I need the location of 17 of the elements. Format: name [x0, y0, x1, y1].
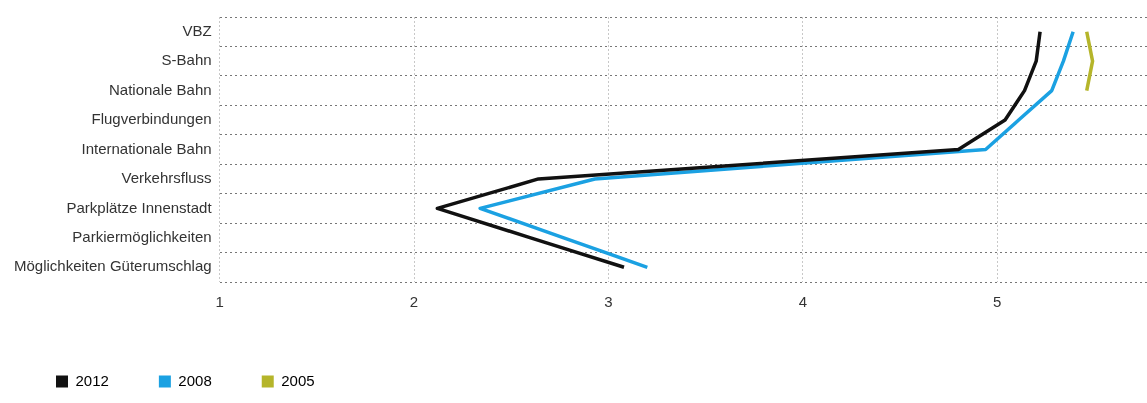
- x-tick-label: 3: [604, 293, 613, 311]
- x-tick-label: 2: [409, 293, 419, 311]
- y-tick-label: Parkiermöglichkeiten: [72, 227, 212, 245]
- legend-label: 2012: [75, 371, 109, 389]
- y-tick-label: Flugverbindungen: [91, 110, 212, 128]
- y-tick-label: Nationale Bahn: [109, 80, 212, 98]
- y-tick-label: Möglichkeiten Güterumschlag: [14, 257, 212, 275]
- x-tick-label: 5: [993, 293, 1002, 311]
- legend-label: 2008: [178, 371, 212, 389]
- y-tick-label: Verkehrsfluss: [121, 169, 212, 187]
- x-tick-label: 4: [798, 293, 808, 311]
- y-tick-label: VBZ: [182, 21, 212, 39]
- y-tick-label: Internationale Bahn: [81, 139, 212, 157]
- x-tick-label: 1: [215, 293, 224, 311]
- legend-label: 2005: [281, 371, 315, 389]
- y-tick-label: Parkplätze Innenstadt: [66, 198, 213, 216]
- y-tick-label: S-Bahn: [161, 51, 212, 69]
